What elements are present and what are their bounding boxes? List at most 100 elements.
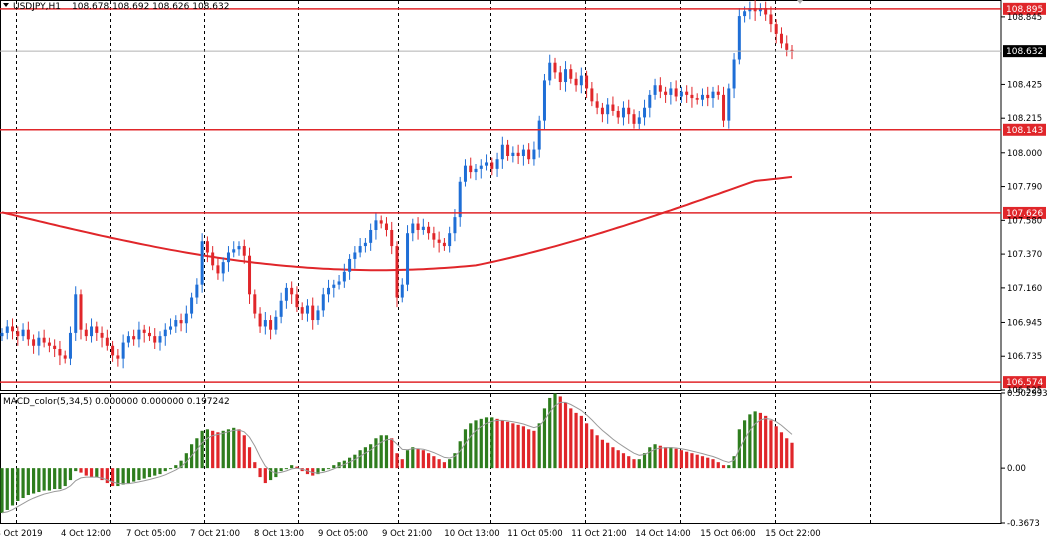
candle-body <box>79 294 83 330</box>
candle-body <box>253 294 257 314</box>
level-price-tag <box>1003 206 1046 219</box>
candle-body <box>453 217 457 234</box>
macd-bar <box>174 465 178 469</box>
triangle-down-icon[interactable] <box>3 3 9 7</box>
macd-bar <box>290 465 294 469</box>
candle-body <box>653 85 657 95</box>
candle-body <box>690 94 694 99</box>
macd-bar <box>516 424 520 469</box>
macd-bar <box>579 415 583 469</box>
candle-body <box>416 223 420 230</box>
candle-body <box>321 294 325 311</box>
macd-bar <box>779 432 784 469</box>
macd-bar <box>753 411 757 469</box>
candle-body <box>685 91 689 95</box>
macd-bar <box>84 468 88 476</box>
candle-body <box>437 239 441 243</box>
candle-body <box>627 107 631 115</box>
candle-body <box>785 43 789 50</box>
candle-body <box>764 8 768 15</box>
candle-body <box>74 294 78 333</box>
level-price-tag <box>1003 376 1046 389</box>
x-tick-label: 7 Oct 05:00 <box>126 529 176 539</box>
y-tick-label: 108.425 <box>1007 80 1042 90</box>
candle-body <box>669 88 673 95</box>
macd-bar <box>774 426 778 469</box>
candle-body <box>500 144 504 160</box>
candle-body <box>16 331 20 337</box>
macd-bar <box>258 468 262 478</box>
candle-body <box>727 88 731 121</box>
macd-bar <box>527 429 531 469</box>
y-tick-label: 107.160 <box>1007 284 1042 294</box>
y-tick-label: 108.215 <box>1007 114 1042 124</box>
candle-body <box>26 329 30 340</box>
candle-body <box>37 337 41 346</box>
macd-bar <box>632 459 636 469</box>
macd-bar <box>168 468 173 470</box>
macd-bar <box>758 412 762 469</box>
candle-body <box>637 117 641 124</box>
candle-body <box>490 162 494 169</box>
scroll-marker-icon[interactable] <box>797 0 803 4</box>
macd-bar <box>606 442 610 469</box>
candle-body <box>42 337 46 343</box>
y-tick-label: 107.580 <box>1007 216 1042 226</box>
macd-bar <box>42 468 46 491</box>
macd-bar <box>158 468 162 475</box>
levels-layer[interactable]: 108.895 108.143 107.626 106.574 108.632 <box>0 2 1046 389</box>
macd-bar <box>642 453 647 469</box>
macd-bar <box>369 444 373 469</box>
macd-bar <box>432 456 436 469</box>
candle-body <box>769 14 773 25</box>
candle-body <box>448 233 452 247</box>
macd-bar <box>521 426 525 469</box>
candle-body <box>732 59 736 89</box>
macd-bar <box>32 468 36 494</box>
candle-body <box>226 252 230 263</box>
y-tick-label: 106.945 <box>1007 318 1042 328</box>
candle-body <box>353 252 357 259</box>
level-price-label: 107.626 <box>1006 209 1043 219</box>
macd-bar <box>326 468 331 470</box>
macd-bar <box>379 435 383 469</box>
macd-bar <box>674 448 678 469</box>
macd-layer <box>0 393 794 514</box>
macd-bar <box>232 427 236 469</box>
candle-body <box>469 165 473 173</box>
macd-bar <box>116 468 120 487</box>
macd-bar <box>442 462 446 469</box>
candle-body <box>516 152 520 156</box>
macd-bar <box>311 468 315 476</box>
macd-bar <box>284 468 288 470</box>
macd-bar <box>511 423 515 469</box>
candle-body <box>53 345 57 349</box>
x-tick-label: 8 Oct 13:00 <box>254 529 304 539</box>
macd-bar <box>37 468 41 493</box>
candle-body <box>348 258 352 272</box>
candle-body <box>11 326 15 332</box>
candle-body <box>342 271 346 282</box>
macd-title: MACD_color(5,34,5) 0.000000 0.000000 0.1… <box>3 397 230 407</box>
y-tick-label: 106.525 <box>1007 386 1042 396</box>
candle-body <box>121 342 125 359</box>
candle-body <box>337 281 341 285</box>
macd-bar <box>695 454 699 469</box>
candle-body <box>458 181 462 218</box>
candle-body <box>290 287 294 295</box>
macd-bar <box>142 468 146 479</box>
x-tick-label: 4 Oct 12:00 <box>61 529 111 539</box>
macd-bar <box>416 448 420 469</box>
candle-body <box>158 336 162 343</box>
candle-body <box>648 94 652 108</box>
macd-bar <box>563 402 568 469</box>
macd-bar <box>348 457 352 469</box>
candle-body <box>258 313 262 327</box>
macd-bar <box>495 418 499 469</box>
candle-body <box>311 305 315 321</box>
candle-body <box>132 336 136 340</box>
macd-bar <box>126 468 130 484</box>
candle-body <box>211 252 215 266</box>
